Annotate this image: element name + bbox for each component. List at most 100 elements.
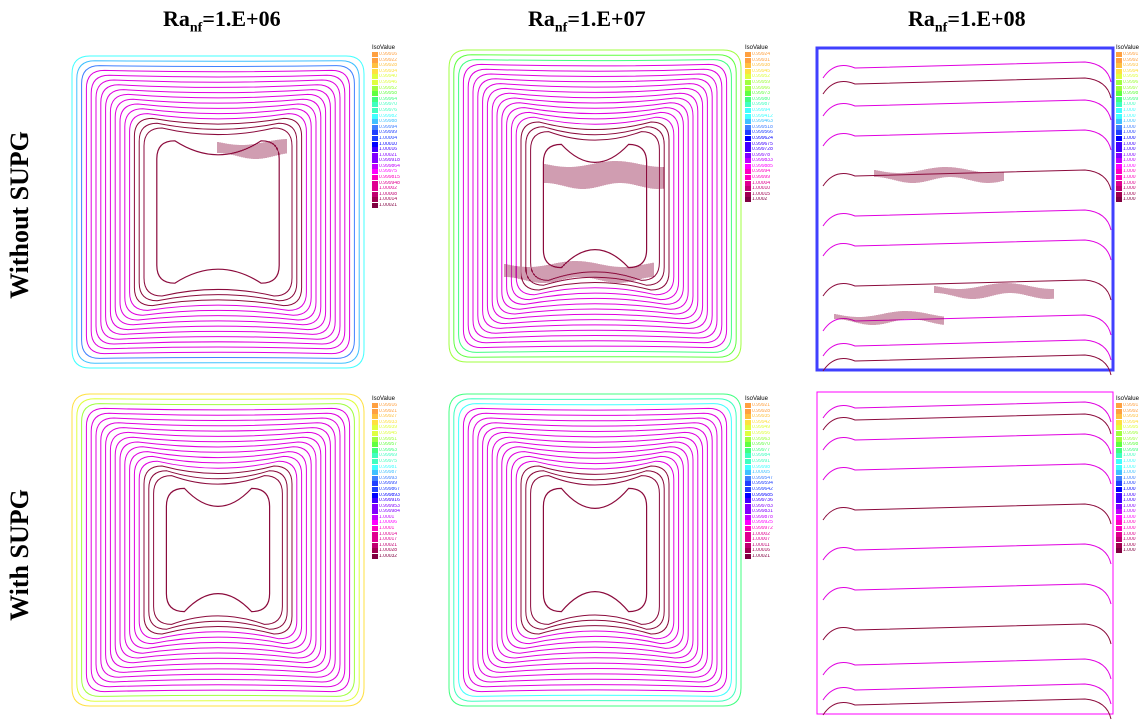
legend-swatch [1116,52,1122,57]
legend-swatch [745,124,751,130]
isotherm-line [822,413,1112,435]
isotherm-line [100,422,336,678]
legend-entry: 0.999893 [372,492,400,499]
legend-entry: 0.99959 [745,79,773,86]
legend-swatch [745,96,751,102]
panel-without-supg-ra1e08 [815,46,1142,376]
legend-swatch [745,68,751,74]
legend-swatch [1116,57,1122,63]
legend-swatch [745,492,751,498]
isotherm-line [822,339,1112,361]
legend-title: IsoValue [1116,45,1139,51]
legend-entry: 1.00021 [372,542,400,549]
legend-swatch [1116,486,1122,492]
legend-swatch [372,458,378,464]
legend-entry: 0.9996 [1116,430,1142,437]
legend-swatch [745,175,751,181]
legend-entry: 0.9999 [1116,447,1142,454]
legend-swatch [372,447,378,453]
legend-entry: 0.99973 [745,91,773,97]
legend-swatch [372,180,378,186]
legend-swatch [1116,180,1122,186]
legend-entry: 1.000 [1116,102,1142,108]
isotherm-line [822,401,1112,423]
isotherm-line [119,103,317,321]
legend-swatch [1116,542,1122,548]
isotherm-line [822,623,1112,645]
legend-swatch [745,481,751,487]
isotherm-line [109,93,327,331]
legend-swatch [372,186,378,192]
legend-swatch [1116,447,1122,453]
isovalue-legend: IsoValue 0.99916 0.99921 0.99927 0.99933 0.99… [372,395,400,560]
isotherm-line [501,102,689,310]
legend-swatch [372,520,378,526]
legend-swatch [1116,537,1122,543]
legend-swatch [745,135,751,141]
legend-entry: 0.9995 [1116,74,1142,80]
legend-entry: 0.99945 [745,68,773,75]
legend-swatch [745,436,751,442]
isotherm-line [822,99,1112,121]
legend-swatch [372,430,378,436]
legend-entry: 1.00007 [745,537,773,543]
legend-swatch [1116,163,1122,169]
legend-swatch [745,169,751,175]
legend-swatch [745,548,751,554]
legend-entry: 1.000 [1116,119,1142,125]
legend-swatch [1116,135,1122,141]
legend-entry: 0.99933 [372,419,400,426]
isotherm-line [501,446,689,654]
legend-entry: 0.999736 [745,498,773,504]
legend-swatch [745,113,751,119]
isotherm-line [822,77,1112,99]
isotherm-line [85,407,351,693]
legend-swatch [372,63,378,69]
isotherm-line [822,209,1112,231]
isotherm-plot [815,46,1115,376]
isotherm-line [448,49,742,363]
isovalue-legend: IsoValue 0.99924 0.99931 0.99938 0.99945 0.99… [745,44,773,203]
legend-swatch [372,119,378,125]
legend-entry: 1.00006 [372,520,400,526]
legend-swatch [745,141,751,147]
isotherm-line [124,108,312,316]
isotherm-line [477,422,713,678]
legend-swatch [745,503,751,509]
oscillation-band [544,161,664,189]
cavity-wall [816,391,1114,715]
oscillation-band [874,167,1004,183]
legend-entry: 0.999412 [745,113,773,120]
legend-entry: 1.00008 [372,191,400,198]
legend-swatch [372,442,378,448]
legend-entry: 1.000 [1116,548,1142,554]
legend-entry: 0.9998 [1116,91,1142,97]
legend-swatch [1116,79,1122,85]
legend-swatch [372,68,378,74]
isotherm-line [542,143,648,269]
legend-swatch [1116,498,1122,504]
legend-swatch [745,57,751,63]
isotherm-line [462,407,728,693]
legend-entry: 0.99975 [372,458,400,465]
legend-swatch [745,442,751,448]
legend-swatch [372,414,378,420]
legend-swatch [745,520,751,526]
isovalue-legend: IsoValue 0.9991 0.9992 0.9993 0.9994 0.9995 0.… [1116,395,1142,554]
legend-swatch [745,52,751,57]
legend-entry: 0.9992 [1116,57,1142,64]
isotherm-line [85,69,351,355]
isotherm-line [71,393,365,707]
legend-swatch [372,57,378,63]
column-title-1: Ranf=1.E+06 [163,6,281,36]
legend-entry: 0.9993 [1116,414,1142,420]
legend-entry: 0.99988 [372,119,400,125]
legend-entry: 0.99922 [372,57,400,64]
legend-entry: 1.00014 [372,531,400,538]
isotherm-line [482,83,708,329]
legend-swatch [745,158,751,164]
legend-entry: 1.000 [1116,152,1142,159]
legend-swatch [372,113,378,119]
legend-entry: 0.99942 [745,419,773,426]
isotherm-line [822,503,1112,525]
